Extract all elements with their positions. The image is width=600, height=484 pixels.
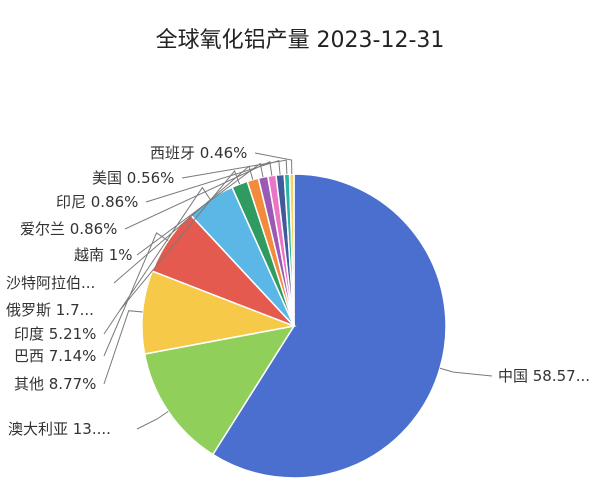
slice-label-5: 俄罗斯 1.7... [6, 301, 94, 319]
slice-label-1: 澳大利亚 13.... [8, 420, 111, 438]
leader-line-11 [254, 152, 293, 175]
slice-label-7: 越南 1% [74, 246, 133, 264]
leader-line-2 [103, 310, 143, 385]
leader-line-3 [103, 232, 169, 357]
leader-line-9 [145, 160, 281, 203]
leader-line-8 [124, 161, 273, 230]
slice-label-3: 巴西 7.14% [14, 347, 96, 365]
pie-slice-1 [143, 324, 296, 456]
slice-label-9: 印尼 0.86% [56, 193, 138, 211]
slice-label-0: 中国 58.57... [498, 367, 590, 385]
leader-line-7 [136, 162, 264, 256]
pie-slice-2 [141, 270, 297, 355]
leader-line-1 [136, 410, 169, 430]
pie-slice-0 [211, 173, 447, 479]
slice-label-10: 美国 0.56% [92, 169, 174, 187]
slice-label-6: 沙特阿拉伯... [6, 274, 95, 292]
chart-title: 全球氧化铝产量 2023-12-31 [155, 28, 445, 53]
leader-line-0 [439, 367, 493, 377]
slice-label-4: 印度 5.21% [14, 325, 96, 343]
leader-line-4 [103, 186, 211, 335]
leader-line-10 [181, 159, 288, 179]
slice-label-8: 爱尔兰 0.86% [20, 220, 117, 238]
slice-label-11: 西班牙 0.46% [150, 144, 247, 162]
slice-label-2: 其他 8.77% [14, 375, 96, 393]
